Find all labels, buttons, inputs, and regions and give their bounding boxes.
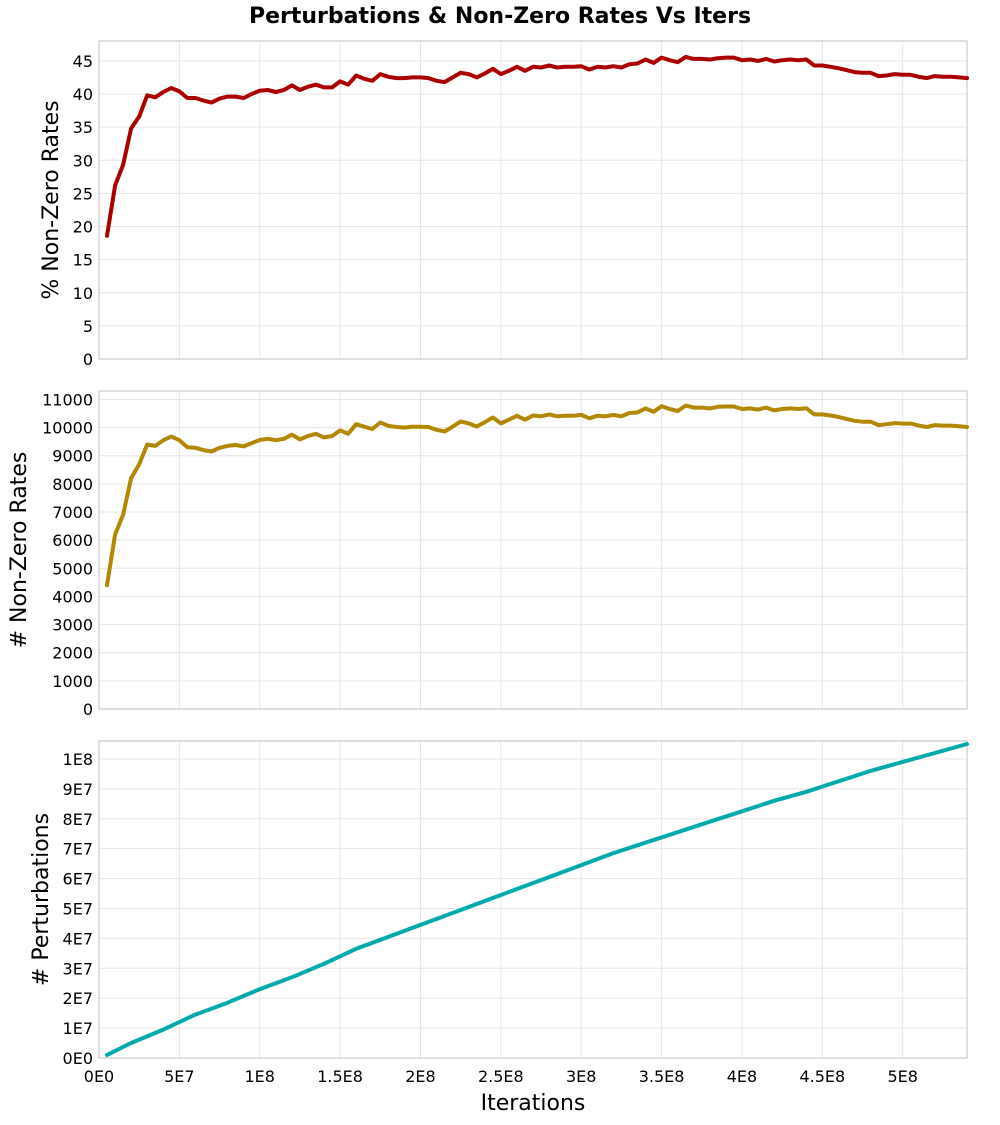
y-tick-label: 20 <box>73 218 93 237</box>
y-tick-label: 7E7 <box>63 840 93 859</box>
y-tick-label: 7000 <box>52 503 93 522</box>
y-tick-label: 3E7 <box>63 959 93 978</box>
x-axis-label: Iterations <box>481 1091 586 1116</box>
y-tick-label: 5 <box>83 317 93 336</box>
x-tick-label: 1.5E8 <box>317 1067 363 1086</box>
x-tick-label: 3.5E8 <box>639 1067 685 1086</box>
x-tick-label: 5E7 <box>164 1067 194 1086</box>
panel-3: 0E0 1E7 2E7 3E7 4E7 5E7 6E7 7E7 8E7 9E7 1E8 # Pertu… <box>29 740 969 1086</box>
chart-panels: 0 5 10 15 20 25 30 35 40 45 % Non-Zero Rates 0 1000 2… <box>7 40 969 1086</box>
panel-2: 0 1000 2000 3000 4000 5000 6000 7000 8000 9000 100… <box>7 390 969 719</box>
y-tick-label: 4000 <box>52 587 93 606</box>
y-tick-label: 6E7 <box>63 870 93 889</box>
plot-frame <box>98 740 968 1059</box>
x-tick-label: 4E8 <box>727 1067 757 1086</box>
y-axis-label: # Perturbations <box>29 813 54 986</box>
y-tick-label: 35 <box>73 118 93 137</box>
y-tick-label: 1E8 <box>63 750 93 769</box>
y-tick-label: 0 <box>83 700 93 719</box>
y-tick-label: 2000 <box>52 644 93 663</box>
x-tick-label: 2.5E8 <box>478 1067 524 1086</box>
y-tick-label: 1000 <box>52 672 93 691</box>
panel-1: 0 5 10 15 20 25 30 35 40 45 % Non-Zero Rates <box>39 40 969 369</box>
plot-frame <box>98 390 968 710</box>
y-tick-label: 10000 <box>42 419 93 438</box>
y-tick-label: 2E7 <box>63 989 93 1008</box>
y-tick-label: 9000 <box>52 447 93 466</box>
y-tick-label: 0 <box>83 350 93 369</box>
x-tick-label: 5E8 <box>887 1067 917 1086</box>
plot-frame <box>98 40 968 360</box>
y-tick-label: 8000 <box>52 475 93 494</box>
y-tick-label: 10 <box>73 284 93 303</box>
chart-title: Perturbations & Non-Zero Rates Vs Iters <box>249 4 751 29</box>
y-tick-label: 45 <box>73 52 93 71</box>
y-tick-label: 8E7 <box>63 810 93 829</box>
series-line <box>105 403 969 588</box>
y-tick-label: 5E7 <box>63 899 93 918</box>
y-tick-label: 11000 <box>42 390 93 409</box>
y-tick-label: 30 <box>73 151 93 170</box>
y-tick-label: 40 <box>73 85 93 104</box>
x-tick-label: 3E8 <box>566 1067 596 1086</box>
y-tick-label: 9E7 <box>63 780 93 799</box>
x-tick-label: 0E0 <box>84 1067 114 1086</box>
x-tick-label: 4.5E8 <box>799 1067 845 1086</box>
y-tick-label: 3000 <box>52 616 93 635</box>
y-tick-label: 4E7 <box>63 929 93 948</box>
y-tick-label: 0E0 <box>63 1049 93 1068</box>
x-tick-label: 1E8 <box>245 1067 275 1086</box>
y-tick-label: 15 <box>73 251 93 270</box>
y-axis-label: # Non-Zero Rates <box>7 452 32 649</box>
y-tick-label: 5000 <box>52 559 93 578</box>
series-line <box>105 54 969 238</box>
y-axis-label: % Non-Zero Rates <box>39 100 64 299</box>
series-line <box>105 742 969 1057</box>
y-tick-label: 6000 <box>52 531 93 550</box>
y-tick-label: 25 <box>73 184 93 203</box>
x-tick-label: 2E8 <box>405 1067 435 1086</box>
y-tick-label: 1E7 <box>63 1019 93 1038</box>
